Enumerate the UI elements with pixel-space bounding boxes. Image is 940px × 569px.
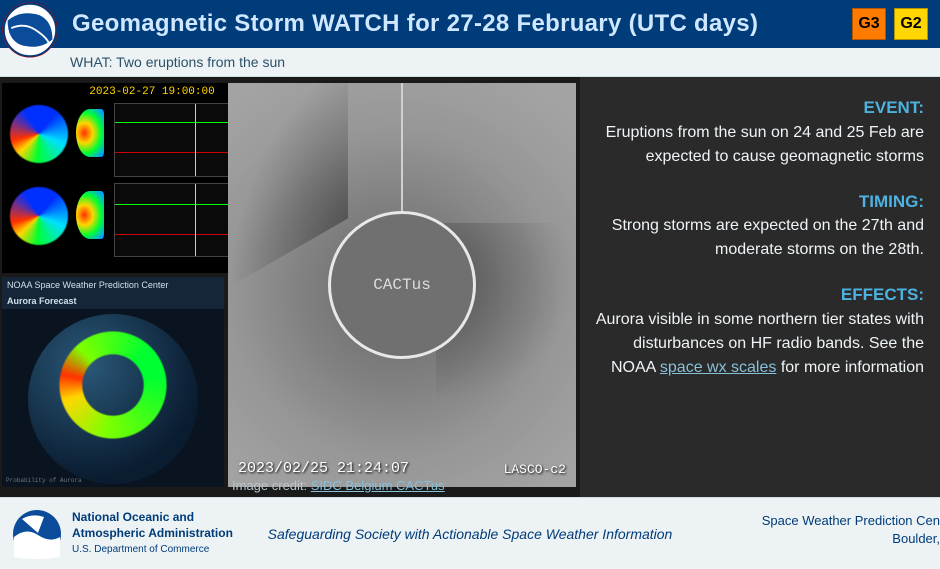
page-title: Geomagnetic Storm WATCH for 27-28 Februa… (72, 10, 758, 38)
space-wx-scales-link[interactable]: space wx scales (660, 359, 777, 376)
center-line2: Boulder, (892, 531, 940, 546)
center-line1: Space Weather Prediction Cen (762, 513, 940, 528)
aurora-scale-label: Probability of Aurora (6, 477, 82, 484)
footer-bar: National Oceanic and Atmospheric Adminis… (0, 497, 940, 569)
noaa-logo-icon (12, 509, 62, 559)
lasco-coronagraph: CACTus 2023/02/25 21:24:07 LASCO-c2 (228, 83, 576, 487)
org-line2: Atmospheric Administration (72, 526, 233, 540)
nws-logo-icon (2, 2, 58, 58)
event-section: EVENT: Eruptions from the sun on 24 and … (588, 95, 924, 169)
what-prefix: WHAT: (70, 54, 116, 70)
noaa-text: National Oceanic and Atmospheric Adminis… (72, 510, 233, 557)
timing-text: Strong storms are expected on the 27th a… (588, 214, 924, 262)
info-panel: EVENT: Eruptions from the sun on 24 and … (580, 77, 940, 497)
effects-text: Aurora visible in some northern tier sta… (588, 308, 924, 380)
credit-prefix: Image credit: (232, 478, 311, 493)
event-text: Eruptions from the sun on 24 and 25 Feb … (588, 121, 924, 169)
enlil-ecliptic-bottom (10, 187, 68, 245)
image-credit: Image credit: SIDC Belgium CACTus (232, 478, 445, 493)
lasco-occulter-pylon (401, 83, 403, 211)
enlil-ecliptic-top (10, 105, 68, 163)
timing-section: TIMING: Strong storms are expected on th… (588, 189, 924, 263)
aurora-oval (40, 315, 187, 455)
enlil-meridional-bottom (76, 191, 104, 239)
g2-badge: G2 (894, 8, 928, 40)
timing-heading: TIMING: (588, 189, 924, 215)
what-bar: WHAT: Two eruptions from the sun (0, 48, 940, 77)
swpc-info: Space Weather Prediction Cen Boulder, (762, 512, 940, 548)
imagery-panel: 2023-02-27 19:00:00 EARTH STEREO A EARTH… (0, 77, 580, 497)
effects-heading: EFFECTS: (588, 282, 924, 308)
storm-badges: G3 G2 (852, 8, 928, 40)
enlil-meridional-top (76, 109, 104, 157)
org-line3: U.S. Department of Commerce (72, 544, 209, 555)
effects-section: EFFECTS: Aurora visible in some northern… (588, 282, 924, 380)
header-bar: Geomagnetic Storm WATCH for 27-28 Februa… (0, 0, 940, 48)
org-line1: National Oceanic and (72, 510, 194, 524)
lasco-occulter-disc: CACTus (328, 211, 476, 359)
credit-link[interactable]: SIDC Belgium CACTus (311, 478, 445, 493)
aurora-subtitle: Aurora Forecast (2, 293, 224, 309)
aurora-forecast-panel: NOAA Space Weather Prediction Center Aur… (2, 277, 224, 487)
lasco-instrument: LASCO-c2 (504, 462, 566, 477)
aurora-globe (28, 314, 198, 484)
event-heading: EVENT: (588, 95, 924, 121)
footer-tagline: Safeguarding Society with Actionable Spa… (268, 526, 673, 542)
enlil-timestamp: 2023-02-27 19:00:00 (89, 86, 214, 98)
aurora-title: NOAA Space Weather Prediction Center (2, 277, 224, 293)
lasco-timestamp: 2023/02/25 21:24:07 (238, 460, 409, 477)
g3-badge: G3 (852, 8, 886, 40)
main-content: 2023-02-27 19:00:00 EARTH STEREO A EARTH… (0, 77, 940, 497)
what-text: Two eruptions from the sun (116, 54, 285, 70)
